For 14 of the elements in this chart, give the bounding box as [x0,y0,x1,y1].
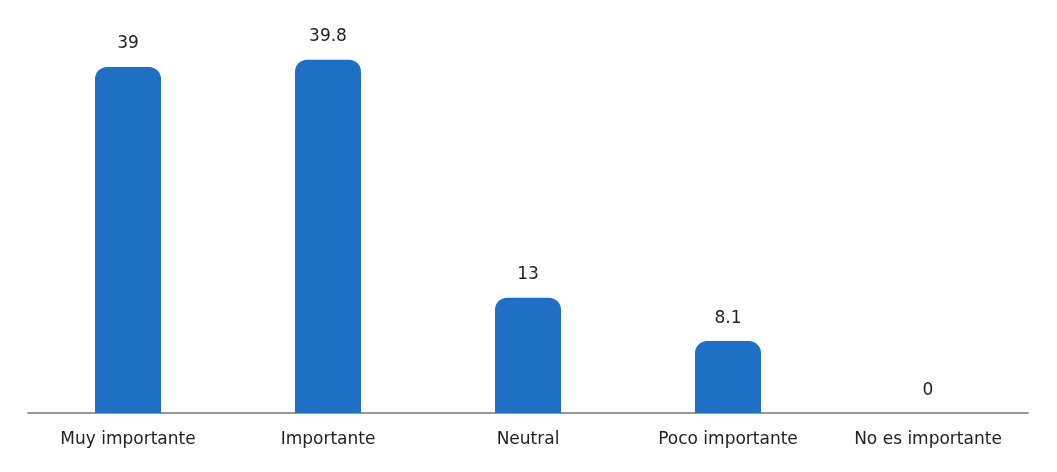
x-tick-label: Muy importante [60,427,196,448]
data-label: 13 [517,263,539,284]
bar [495,297,561,413]
bar [95,66,161,413]
x-tick-label: Neutral [496,427,560,448]
x-tick-label: Poco importante [658,427,798,448]
x-tick-label: Importante [280,427,376,448]
bar [695,341,761,413]
data-label: 39.8 [309,25,347,46]
x-tick-label: No es importante [854,427,1002,448]
data-label: 8.1 [714,306,742,327]
data-label: 39 [117,32,139,53]
bar [295,59,361,413]
data-label: 0 [922,378,934,399]
